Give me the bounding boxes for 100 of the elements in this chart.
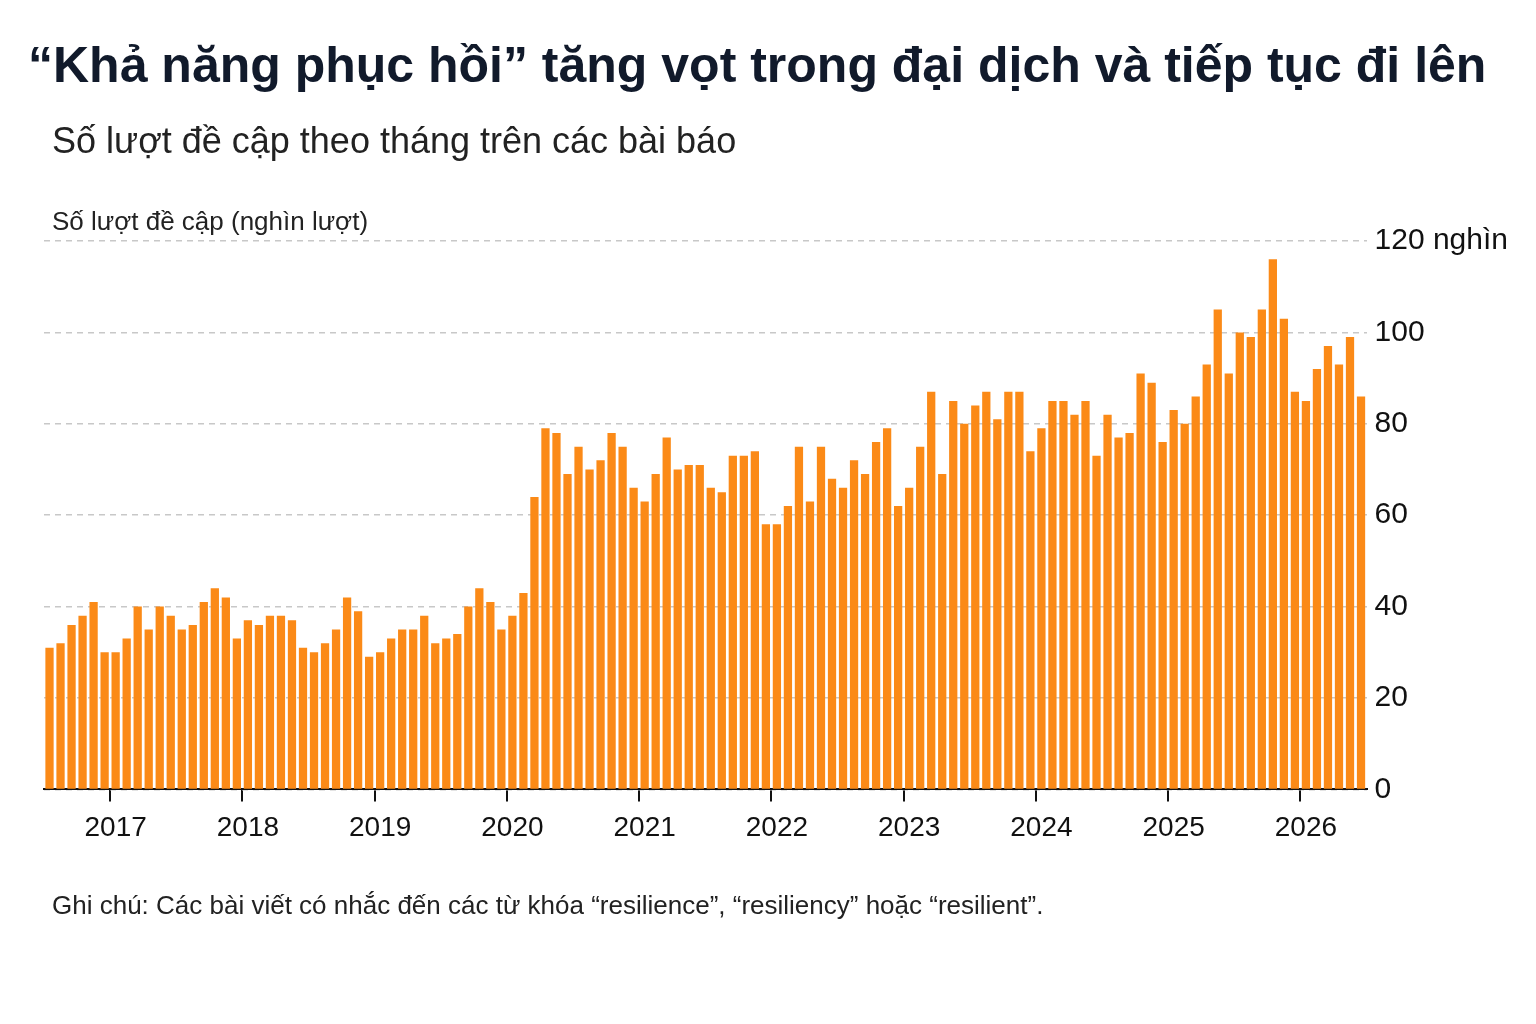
y-tick-label: 80 [1374,405,1408,439]
bar [982,391,991,789]
chart-subtitle: Số lượt đề cập theo tháng trên các bài báo [52,120,737,162]
bar [860,474,870,789]
bar [243,620,253,789]
bar [1136,373,1145,789]
bar [651,474,660,789]
x-tick-label: 2018 [216,810,280,842]
bar [508,615,517,789]
bar [232,638,241,789]
bar [916,446,925,789]
bar [254,624,264,789]
bar [585,469,594,789]
bar [89,602,98,789]
bar [364,656,374,789]
bar [772,524,782,789]
bar [596,460,605,789]
y-tick-label: 40 [1374,587,1408,621]
x-tick-label: 2020 [481,810,544,842]
bar [144,629,153,789]
bar [640,501,649,789]
bar [541,428,550,789]
bar [938,474,947,789]
bar [728,455,737,789]
bar [45,647,54,789]
x-tick-label: 2025 [1142,810,1205,842]
bar [486,602,495,789]
bar [376,652,385,789]
bar [1356,396,1366,789]
bar [871,442,881,789]
bar [1015,391,1024,789]
bar [849,460,859,789]
bar [320,643,330,789]
bar [530,496,539,789]
bar [177,629,186,789]
bar [497,629,506,789]
bar [298,647,308,789]
bar [816,446,826,789]
chart-title: “Khả năng phục hồi” tăng vọt trong đại dịch và tiếp tục đi lên [28,36,1487,94]
bar [1059,400,1068,789]
bar [475,588,484,789]
y-tick-label: 20 [1374,679,1408,713]
bar [1180,423,1189,789]
bar [111,652,120,789]
bar [1070,414,1079,789]
bar [67,624,76,789]
bar [1323,346,1333,789]
bar [221,597,230,789]
bar [1202,364,1211,789]
bar [960,423,969,789]
bar [607,432,616,789]
bar [783,506,793,789]
bar [971,405,980,789]
bar [331,629,341,789]
bar [1125,432,1134,789]
bar [78,615,87,789]
bar [122,638,131,789]
bar [552,432,561,789]
x-tick-label: 2026 [1274,810,1338,842]
bar [1235,332,1244,789]
bar [387,638,396,789]
bar [629,487,638,789]
bar [1301,400,1311,789]
bar [1213,309,1222,789]
bar [993,419,1002,789]
bar [199,602,208,789]
bar [464,606,473,789]
bar [519,592,528,789]
bar [695,464,704,789]
bar [894,506,903,789]
bar [662,437,671,789]
bar [684,464,693,789]
bar [1334,364,1344,789]
x-tick-label: 2017 [84,810,147,842]
bar [453,634,462,789]
bar [1169,410,1178,789]
bar [56,643,65,789]
x-tick-label: 2021 [613,810,676,842]
bar [673,469,682,789]
bar [100,652,109,789]
bar [1312,368,1322,789]
bar [342,597,352,789]
bar [1191,396,1200,789]
bar [761,524,771,789]
y-axis-title: Số lượt đề cập (nghìn lượt) [52,206,369,237]
bar [1103,414,1112,789]
bar [706,487,715,789]
x-tick-label: 2024 [1010,810,1073,842]
bar [794,446,804,789]
bar [1114,437,1123,789]
bar [574,446,583,789]
bar [442,638,451,789]
bar [905,487,914,789]
bar [563,474,572,789]
bar [1257,309,1266,789]
bar [1158,442,1167,789]
bar [1268,259,1277,789]
y-tick-label: 60 [1374,496,1408,530]
bar [1147,382,1156,789]
bar [1290,391,1300,789]
